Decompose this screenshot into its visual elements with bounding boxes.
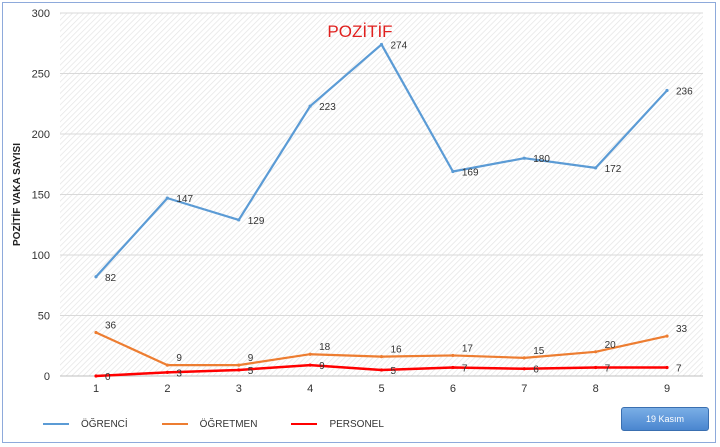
y-tick-label: 0 bbox=[44, 371, 50, 383]
data-point bbox=[522, 156, 526, 160]
y-axis-title: POZİTİF VAKA SAYISI bbox=[10, 143, 23, 246]
data-point bbox=[94, 275, 98, 279]
data-point bbox=[165, 370, 169, 374]
y-axis-ticks: 0 50 100 150 200 250 300 bbox=[32, 8, 50, 383]
data-label: 9 bbox=[176, 353, 182, 364]
data-point bbox=[522, 367, 526, 371]
y-tick-label: 50 bbox=[38, 311, 50, 323]
x-tick-label: 9 bbox=[664, 383, 670, 395]
data-label: 172 bbox=[605, 164, 622, 175]
data-label: 15 bbox=[533, 346, 545, 357]
data-point bbox=[594, 365, 598, 370]
x-tick-label: 2 bbox=[164, 383, 170, 395]
x-tick-label: 7 bbox=[521, 383, 527, 395]
data-label: 180 bbox=[533, 154, 550, 165]
series-group: 82 147 129 223 274 169 180 172 236 bbox=[94, 40, 693, 284]
data-label: 7 bbox=[462, 364, 468, 375]
x-tick-label: 3 bbox=[236, 383, 242, 395]
data-point bbox=[451, 169, 455, 174]
y-tick-label: 100 bbox=[32, 250, 50, 262]
legend-label: ÖĞRETMEN bbox=[199, 418, 258, 430]
data-label: 20 bbox=[605, 340, 617, 351]
series-group: 0 3 5 9 5 7 6 7 7 bbox=[94, 361, 682, 383]
data-point bbox=[594, 166, 598, 170]
data-point bbox=[665, 365, 669, 370]
data-label: 129 bbox=[248, 216, 265, 227]
data-label: 169 bbox=[462, 168, 479, 179]
data-point bbox=[94, 330, 98, 335]
y-tick-label: 150 bbox=[32, 190, 50, 202]
data-label: 9 bbox=[248, 353, 254, 364]
legend-swatch bbox=[291, 423, 318, 425]
legend: ÖĞRENCİ ÖĞRETMEN PERSONEL bbox=[43, 414, 384, 434]
legend-swatch bbox=[43, 423, 69, 425]
legend-item: ÖĞRETMEN bbox=[161, 418, 258, 430]
data-label: 274 bbox=[391, 40, 408, 51]
data-point bbox=[665, 334, 669, 338]
data-point bbox=[165, 363, 169, 367]
x-axis-ticks: 1 2 3 4 5 6 7 8 9 bbox=[93, 383, 670, 395]
data-label: 6 bbox=[533, 365, 539, 376]
data-label: 18 bbox=[319, 342, 331, 353]
data-label: 147 bbox=[176, 194, 193, 205]
legend-item: ÖĞRENCİ bbox=[43, 419, 128, 430]
data-label: 0 bbox=[105, 372, 111, 383]
x-tick-label: 6 bbox=[450, 383, 456, 395]
data-label: 3 bbox=[176, 368, 182, 379]
data-point bbox=[308, 352, 312, 356]
data-point bbox=[451, 353, 455, 358]
gridlines bbox=[60, 12, 703, 377]
date-button[interactable]: 19 Kasım bbox=[621, 407, 709, 431]
data-point bbox=[594, 350, 598, 354]
data-label: 36 bbox=[105, 320, 117, 331]
data-point bbox=[308, 104, 312, 108]
data-point bbox=[237, 363, 241, 367]
data-point bbox=[165, 196, 169, 200]
data-label: 7 bbox=[676, 364, 682, 375]
data-label: 9 bbox=[319, 361, 325, 372]
data-label: 82 bbox=[105, 273, 117, 284]
data-point bbox=[237, 368, 241, 372]
series-group: 36 9 9 18 16 17 15 20 33 bbox=[94, 320, 688, 367]
x-tick-label: 1 bbox=[93, 383, 99, 395]
data-point bbox=[308, 363, 312, 367]
data-label: 16 bbox=[391, 345, 403, 356]
data-point bbox=[94, 374, 98, 378]
chart-title: POZİTİF bbox=[327, 22, 392, 41]
y-tick-label: 200 bbox=[32, 129, 50, 141]
data-label: 33 bbox=[676, 324, 688, 335]
legend-label: PERSONEL bbox=[329, 418, 384, 430]
data-point bbox=[522, 356, 526, 360]
y-tick-label: 250 bbox=[32, 69, 50, 81]
legend-swatch bbox=[161, 423, 188, 425]
data-label: 223 bbox=[319, 102, 336, 113]
x-tick-label: 4 bbox=[307, 383, 313, 395]
data-point bbox=[665, 88, 669, 93]
data-point bbox=[451, 365, 455, 370]
x-tick-label: 8 bbox=[593, 383, 599, 395]
data-label: 236 bbox=[676, 86, 693, 97]
data-point bbox=[379, 42, 384, 47]
data-point bbox=[237, 218, 241, 222]
x-tick-label: 5 bbox=[378, 383, 384, 395]
y-tick-label: 300 bbox=[32, 8, 50, 20]
data-label: 7 bbox=[605, 364, 611, 375]
legend-label: ÖĞRENCİ bbox=[81, 418, 128, 430]
data-label: 5 bbox=[391, 366, 397, 377]
data-label: 5 bbox=[248, 366, 254, 377]
legend-item: PERSONEL bbox=[291, 418, 384, 430]
data-point bbox=[379, 368, 384, 372]
data-point bbox=[379, 355, 384, 359]
data-label: 17 bbox=[462, 343, 474, 354]
